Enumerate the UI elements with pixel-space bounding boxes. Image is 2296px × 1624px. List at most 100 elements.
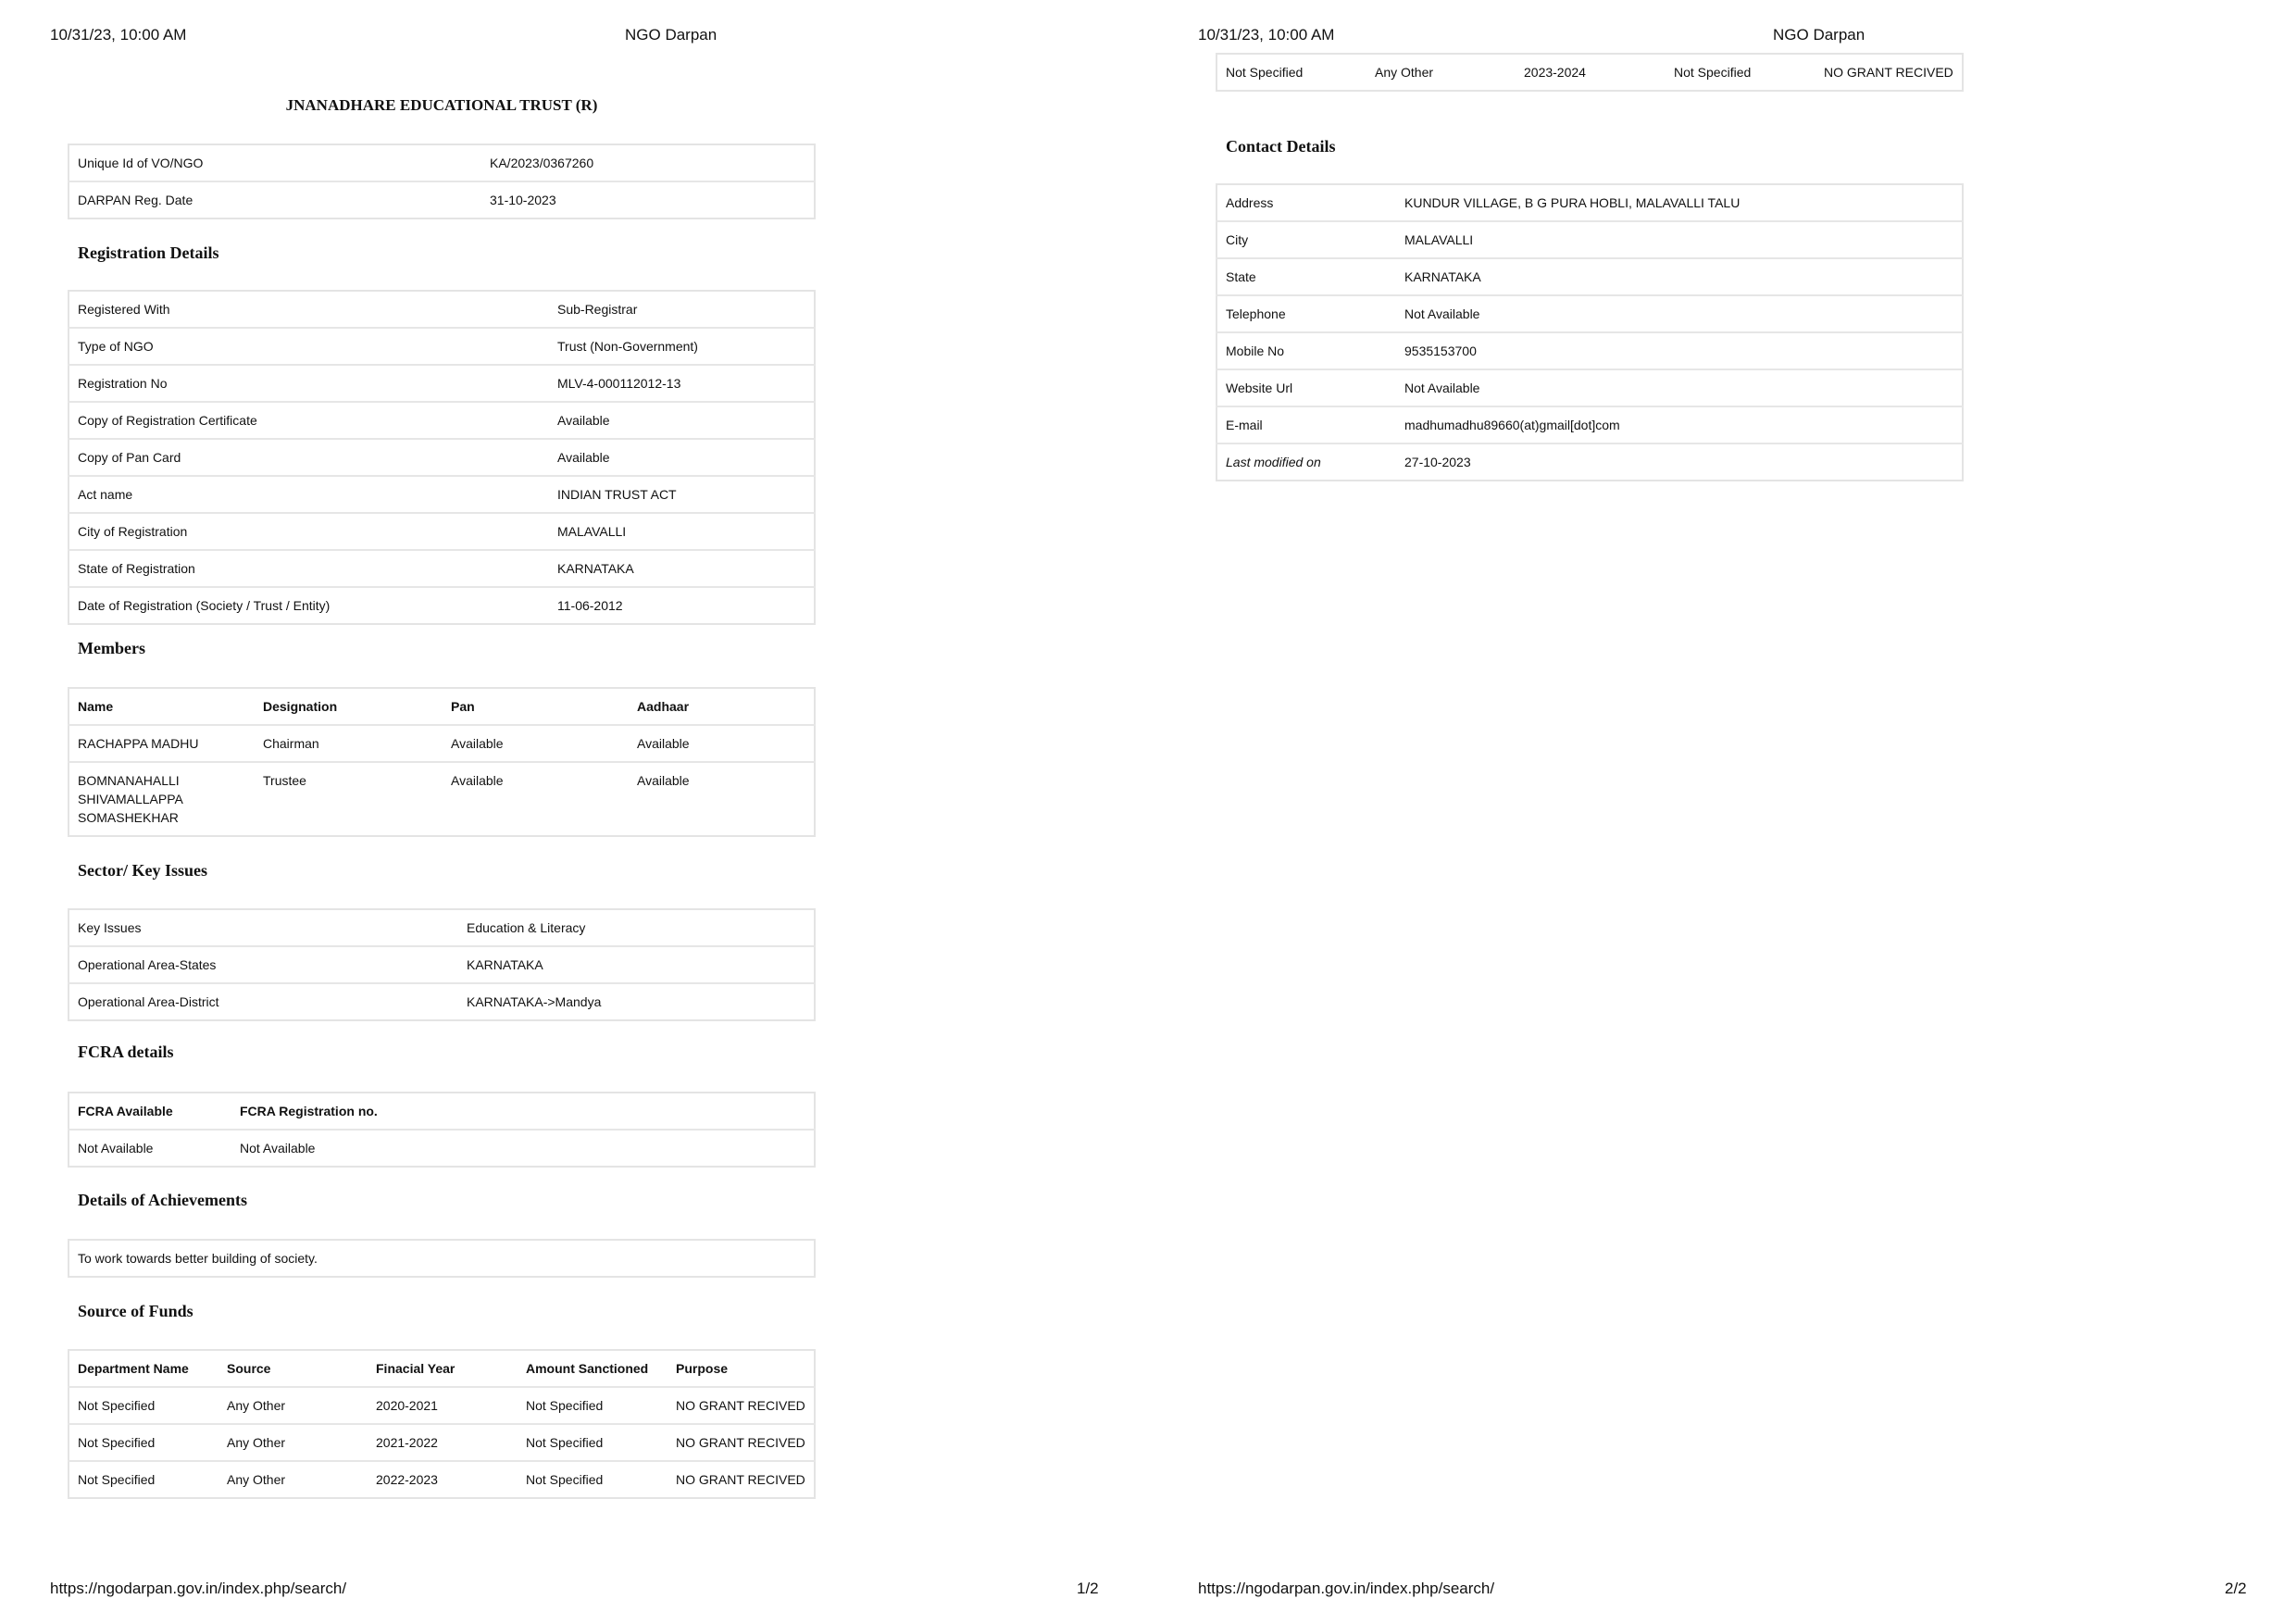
print-site-title: NGO Darpan	[1773, 26, 1866, 44]
table-header-row: Department Name Source Finacial Year Amount…	[69, 1350, 815, 1387]
table-row: Copy of Registration Certificate Availabl…	[69, 401, 815, 439]
row-label: Website Url	[1217, 369, 1396, 406]
row-value: Any Other	[1375, 65, 1434, 80]
row-label: Operational Area-States	[69, 945, 458, 983]
row-value: Trust (Non-Government)	[549, 327, 815, 365]
row-label: Operational Area-District	[69, 982, 458, 1020]
funds-table: Department Name Source Finacial Year Amount…	[68, 1349, 816, 1499]
table-row: Date of Registration (Society / Trust / …	[69, 586, 815, 624]
row-value: 31-10-2023	[481, 181, 815, 219]
column-header: Amount Sanctioned	[526, 1361, 649, 1376]
table-row: City of Registration MALAVALLI	[69, 512, 815, 550]
row-value: Any Other	[218, 1423, 368, 1461]
achievements-table: To work towards better building of socie…	[68, 1239, 816, 1278]
row-value: Not Specified	[518, 1423, 668, 1461]
row-value: 2022-2023	[368, 1460, 518, 1498]
row-label: Copy of Pan Card	[69, 438, 549, 476]
page-2: 10/31/23, 10:00 AM NGO Darpan Not Specif…	[1148, 0, 2296, 1624]
row-value: MLV-4-000112012-13	[549, 364, 815, 402]
column-header: FCRA Registration no.	[240, 1104, 378, 1118]
column-header: Designation	[263, 699, 338, 714]
row-value: NO GRANT RECIVED	[1824, 65, 1953, 80]
fcra-table: FCRA Available FCRA Registration no. Not A…	[68, 1092, 816, 1168]
row-value: Any Other	[218, 1386, 368, 1424]
row-value: MALAVALLI	[549, 512, 815, 550]
row-label: RACHAPPA MADHU	[69, 724, 255, 762]
column-header: Purpose	[676, 1361, 729, 1376]
column-header: Aadhaar	[637, 699, 690, 714]
row-label: Unique Id of VO/NGO	[78, 156, 204, 170]
table-row: Not Specified Any Other 2020-2021 Not Speci…	[69, 1386, 815, 1424]
print-site-title: NGO Darpan	[625, 26, 718, 44]
ngo-title: JNANADHARE EDUCATIONAL TRUST (R)	[285, 96, 598, 114]
row-label: Not Available	[69, 1129, 231, 1167]
print-url: https://ngodarpan.gov.in/index.php/searc…	[50, 1580, 347, 1597]
table-row: Operational Area-District KARNATAKA->Mand…	[69, 982, 815, 1020]
table-row: To work towards better building of socie…	[69, 1240, 815, 1277]
table-row: Act name INDIAN TRUST ACT	[69, 475, 815, 513]
column-header: Name	[78, 699, 114, 714]
column-header: Source	[227, 1361, 271, 1376]
row-label: Not Specified	[1226, 65, 1304, 80]
row-label: Not Specified	[69, 1386, 218, 1424]
page-number: 1/2	[1077, 1580, 1099, 1597]
table-row: Type of NGO Trust (Non-Government)	[69, 327, 815, 365]
column-header: Department Name	[78, 1361, 189, 1376]
row-value: Trustee	[255, 761, 443, 836]
id-table: Unique Id of VO/NGO KA/2023/0367260 DARPAN…	[68, 144, 816, 219]
page-1: 10/31/23, 10:00 AM NGO Darpan JNANADHARE…	[50, 26, 1099, 1597]
table-row: Not Specified Any Other 2022-2023 Not Speci…	[69, 1460, 815, 1498]
table-header-row: Name Designation Pan Aadhaar	[69, 688, 815, 725]
row-value: 2023-2024	[1524, 65, 1586, 80]
sector-table: Key Issues Education & Literacy Operationa…	[68, 908, 816, 1021]
row-label: Address	[1226, 195, 1274, 210]
row-value: 9535153700	[1396, 331, 1963, 369]
row-value: Chairman	[255, 724, 443, 762]
fcra-heading: FCRA details	[78, 1043, 174, 1061]
row-value: 2020-2021	[368, 1386, 518, 1424]
row-value: Not Specified	[518, 1386, 668, 1424]
sector-heading: Sector/ Key Issues	[78, 861, 207, 880]
row-label: Date of Registration (Society / Trust / …	[69, 586, 549, 624]
row-label: Not Specified	[69, 1423, 218, 1461]
row-value: Available	[443, 724, 629, 762]
row-label: State of Registration	[69, 549, 549, 587]
table-row: BOMNANAHALLI SHIVAMALLAPPA SOMASHEKHAR Tr…	[69, 761, 815, 836]
table-row: Website Url Not Available	[1217, 369, 1963, 406]
achievements-text: To work towards better building of socie…	[78, 1251, 318, 1266]
row-value: KUNDUR VILLAGE, B G PURA HOBLI, MALAVALL…	[1404, 195, 1741, 210]
row-label: Type of NGO	[69, 327, 549, 365]
table-row: Address KUNDUR VILLAGE, B G PURA HOBLI, M…	[1217, 184, 1963, 221]
row-label: Copy of Registration Certificate	[69, 401, 549, 439]
column-header: Pan	[451, 699, 475, 714]
table-row: Registration No MLV-4-000112012-13	[69, 364, 815, 402]
row-value: KARNATAKA->Mandya	[458, 982, 815, 1020]
row-label: E-mail	[1217, 406, 1396, 443]
row-value: Available	[549, 401, 815, 439]
table-row: Not Available Not Available	[69, 1129, 815, 1167]
row-value: Education & Literacy	[467, 920, 586, 935]
row-value: NO GRANT RECIVED	[668, 1386, 815, 1424]
table-row: Last modified on 27-10-2023	[1217, 443, 1963, 481]
table-row: Not Specified Any Other 2021-2022 Not Speci…	[69, 1423, 815, 1461]
row-label: State	[1217, 257, 1396, 295]
registration-heading: Registration Details	[78, 244, 219, 262]
print-url: https://ngodarpan.gov.in/index.php/searc…	[1198, 1580, 1495, 1597]
table-row: Not Specified Any Other 2023-2024 Not Speci…	[1217, 54, 1963, 91]
registration-table: Registered With Sub-Registrar Type of NGO T…	[68, 290, 816, 625]
funds-heading: Source of Funds	[78, 1302, 193, 1320]
table-row: Operational Area-States KARNATAKA	[69, 945, 815, 983]
row-value: NO GRANT RECIVED	[668, 1460, 815, 1498]
column-header: Finacial Year	[376, 1361, 455, 1376]
table-row: DARPAN Reg. Date 31-10-2023	[69, 181, 815, 219]
table-row: E-mail madhumadhu89660(at)gmail[dot]com	[1217, 406, 1963, 443]
row-value: INDIAN TRUST ACT	[549, 475, 815, 513]
row-value: Available	[629, 761, 815, 836]
row-label: City of Registration	[69, 512, 549, 550]
row-value: madhumadhu89660(at)gmail[dot]com	[1396, 406, 1963, 443]
row-label: Act name	[69, 475, 549, 513]
row-value: KARNATAKA	[458, 945, 815, 983]
row-label: Registration No	[69, 364, 549, 402]
table-row: City MALAVALLI	[1217, 220, 1963, 258]
row-label: Not Specified	[69, 1460, 218, 1498]
